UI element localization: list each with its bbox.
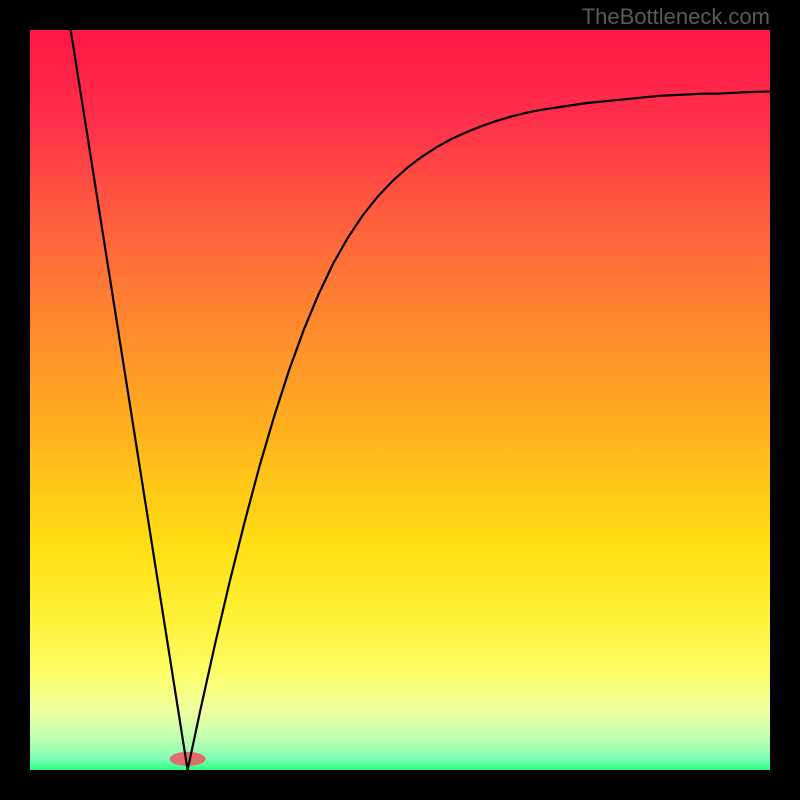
chart-container: TheBottleneck.com — [0, 0, 800, 800]
watermark-text: TheBottleneck.com — [582, 4, 770, 30]
plot-area — [30, 30, 770, 770]
bottleneck-curve — [71, 30, 770, 770]
curve-layer — [30, 30, 770, 770]
